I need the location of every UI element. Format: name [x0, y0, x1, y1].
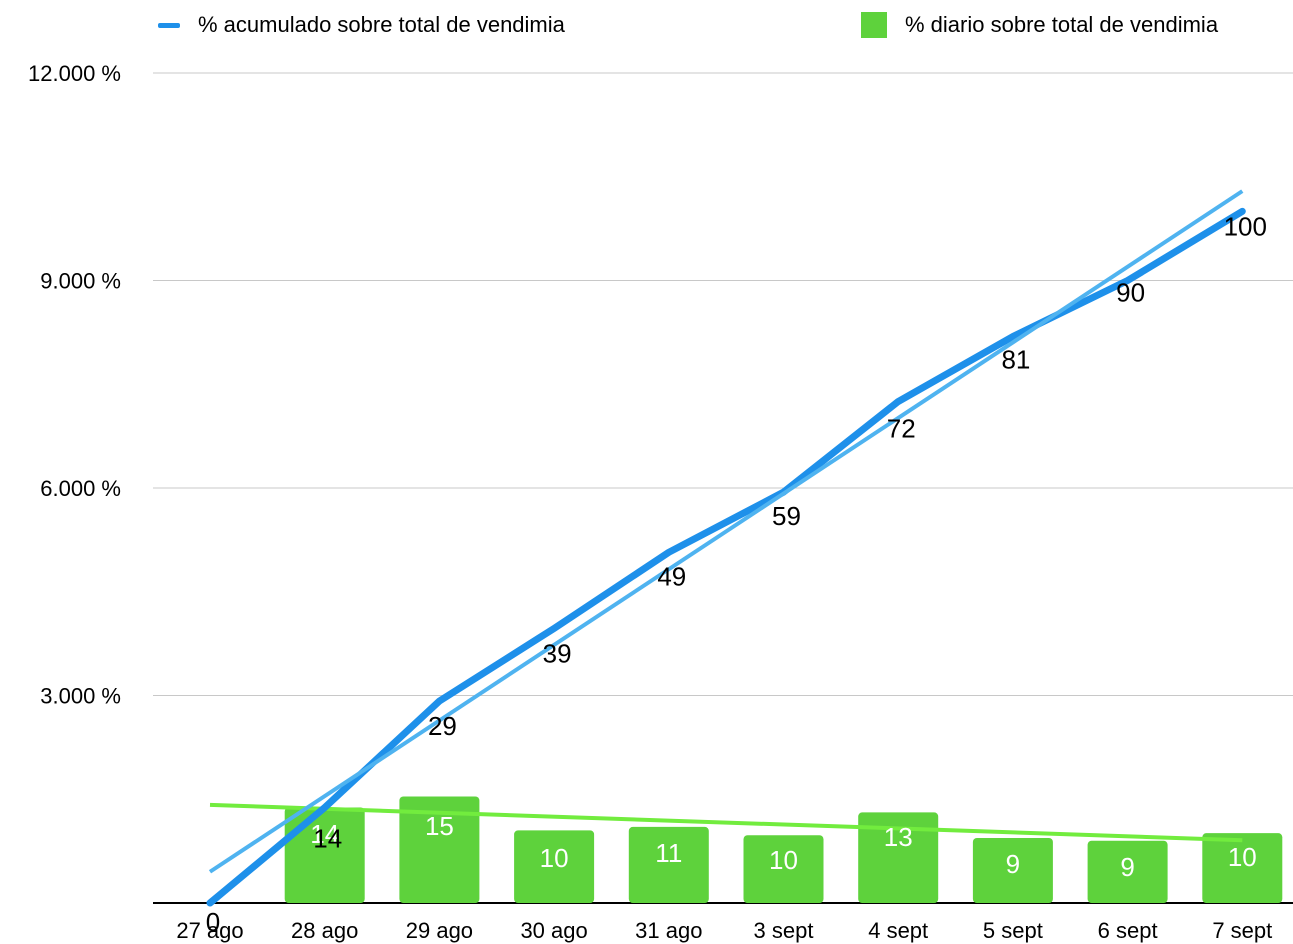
line-data-label: 59 [772, 501, 801, 531]
line-data-label: 14 [313, 824, 342, 854]
legend-item-daily: % diario sobre total de vendimia [861, 12, 1218, 38]
bar [1087, 840, 1168, 903]
x-tick-label: 7 sept [1212, 918, 1272, 943]
x-tick-label: 6 sept [1098, 918, 1158, 943]
bar-data-label: 15 [425, 811, 454, 841]
cumulative-line [206, 207, 1246, 907]
line-data-label: 29 [428, 711, 457, 741]
y-tick-label: 6.000 % [40, 476, 121, 501]
legend-line-swatch [158, 22, 180, 28]
bar-data-label: 9 [1006, 849, 1020, 879]
x-tick-label: 31 ago [635, 918, 702, 943]
x-tick-label: 28 ago [291, 918, 358, 943]
cumulative-trendline [208, 189, 1244, 874]
bar-trendline [209, 802, 1243, 843]
bar-data-label: 11 [655, 838, 682, 868]
line-data-label: 0 [206, 907, 220, 937]
bar [858, 812, 939, 903]
bar-data-label: 14 [310, 819, 339, 849]
bar [628, 826, 709, 903]
line-data-label: 49 [657, 561, 686, 591]
bar [743, 835, 824, 903]
line-data-label: 81 [1001, 345, 1030, 375]
y-tick-label: 3.000 % [40, 684, 121, 709]
line-data-label: 39 [543, 638, 572, 668]
bar-data-label: 10 [540, 843, 569, 873]
x-tick-label: 5 sept [983, 918, 1043, 943]
legend-bar-swatch [861, 12, 887, 38]
line-data-label: 72 [887, 414, 916, 444]
bar [399, 796, 480, 903]
y-tick-label: 9.000 % [40, 269, 121, 294]
line-data-label: 90 [1116, 278, 1145, 308]
bar [514, 830, 595, 903]
bar-data-label: 13 [884, 822, 913, 852]
bar-data-label: 9 [1120, 852, 1134, 882]
bar [1202, 833, 1283, 903]
legend-item-cumulative: % acumulado sobre total de vendimia [158, 12, 565, 38]
bar-data-label: 10 [1228, 842, 1257, 872]
bar [972, 837, 1053, 903]
bar [284, 807, 365, 903]
x-tick-label: 3 sept [754, 918, 814, 943]
x-tick-label: 29 ago [406, 918, 473, 943]
legend-label-cumulative: % acumulado sobre total de vendimia [198, 12, 565, 37]
x-tick-label: 30 ago [520, 918, 587, 943]
y-tick-label: 12.000 % [28, 61, 121, 86]
legend-label-daily: % diario sobre total de vendimia [905, 12, 1219, 37]
x-tick-label: 27 ago [176, 918, 243, 943]
bar-data-label: 10 [769, 845, 798, 875]
x-tick-label: 4 sept [868, 918, 928, 943]
line-data-label: 100 [1224, 211, 1267, 241]
